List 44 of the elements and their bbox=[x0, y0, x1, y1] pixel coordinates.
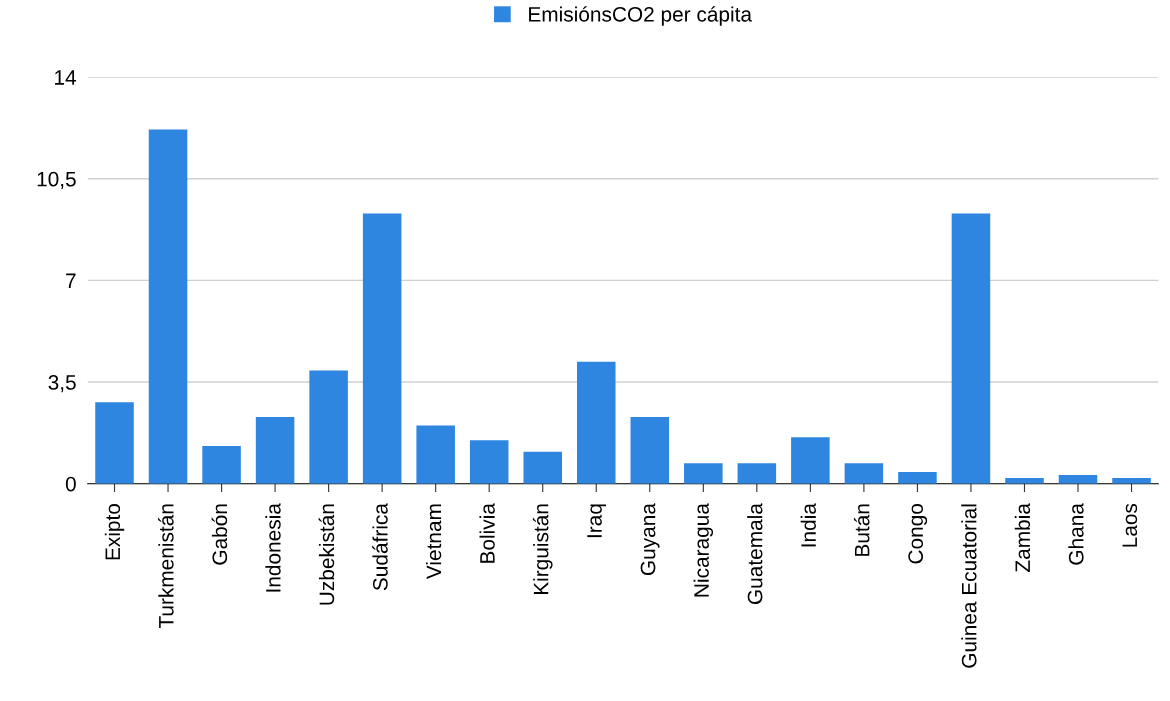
x-tick-label: Indonesia bbox=[265, 503, 281, 592]
x-tick-label: Sudáfrica bbox=[372, 503, 388, 591]
x-tick-label: Zambia bbox=[1014, 503, 1031, 572]
bar bbox=[362, 213, 402, 484]
legend-label: EmisiónsCO2 per cápita bbox=[529, 6, 753, 26]
x-tick-label: Guatemala bbox=[747, 503, 763, 604]
x-tick-label: Guinea Ecuatorial bbox=[961, 504, 977, 668]
bar bbox=[684, 463, 723, 484]
x-tick-label: Exipto bbox=[104, 504, 125, 560]
bar bbox=[523, 451, 562, 484]
bar bbox=[309, 370, 348, 484]
bar bbox=[148, 129, 188, 484]
bar bbox=[791, 437, 830, 484]
x-tick-label: Turkmenistán bbox=[158, 504, 174, 629]
y-tick-label: 14 bbox=[55, 70, 77, 85]
bar bbox=[576, 361, 616, 484]
bar bbox=[95, 402, 134, 484]
x-tick-label: Iraq bbox=[587, 504, 606, 538]
bar bbox=[255, 416, 295, 484]
x-tick-label: Nicaragua bbox=[693, 503, 714, 597]
y-tick-label: 3,5 bbox=[48, 375, 76, 393]
x-tick-label: Congo bbox=[908, 504, 928, 564]
bar bbox=[898, 472, 937, 484]
bar bbox=[737, 463, 777, 484]
x-tick-label: Laos bbox=[1122, 503, 1138, 547]
bar bbox=[1058, 474, 1098, 484]
bar bbox=[630, 416, 670, 484]
bar bbox=[844, 463, 884, 484]
bar bbox=[951, 213, 991, 484]
y-tick-label: 7 bbox=[66, 273, 76, 288]
bar bbox=[469, 440, 509, 484]
x-tick-label: Kirguistán bbox=[532, 504, 553, 595]
x-tick-label: Ghana bbox=[1068, 503, 1084, 565]
y-tick-label: 0 bbox=[65, 476, 76, 492]
x-tick-label: Vietnam bbox=[425, 504, 442, 580]
x-tick-label: Uzbekistán bbox=[318, 504, 335, 605]
bar bbox=[416, 425, 455, 484]
x-tick-label: Guyana bbox=[640, 503, 660, 576]
bar bbox=[202, 445, 241, 484]
x-tick-label: Gabón bbox=[211, 504, 228, 565]
y-tick-label: 10,5 bbox=[37, 171, 76, 189]
x-tick-label: India bbox=[800, 503, 816, 547]
x-tick-label: Bolivia bbox=[479, 503, 495, 563]
x-tick-label: Bután bbox=[853, 504, 870, 556]
